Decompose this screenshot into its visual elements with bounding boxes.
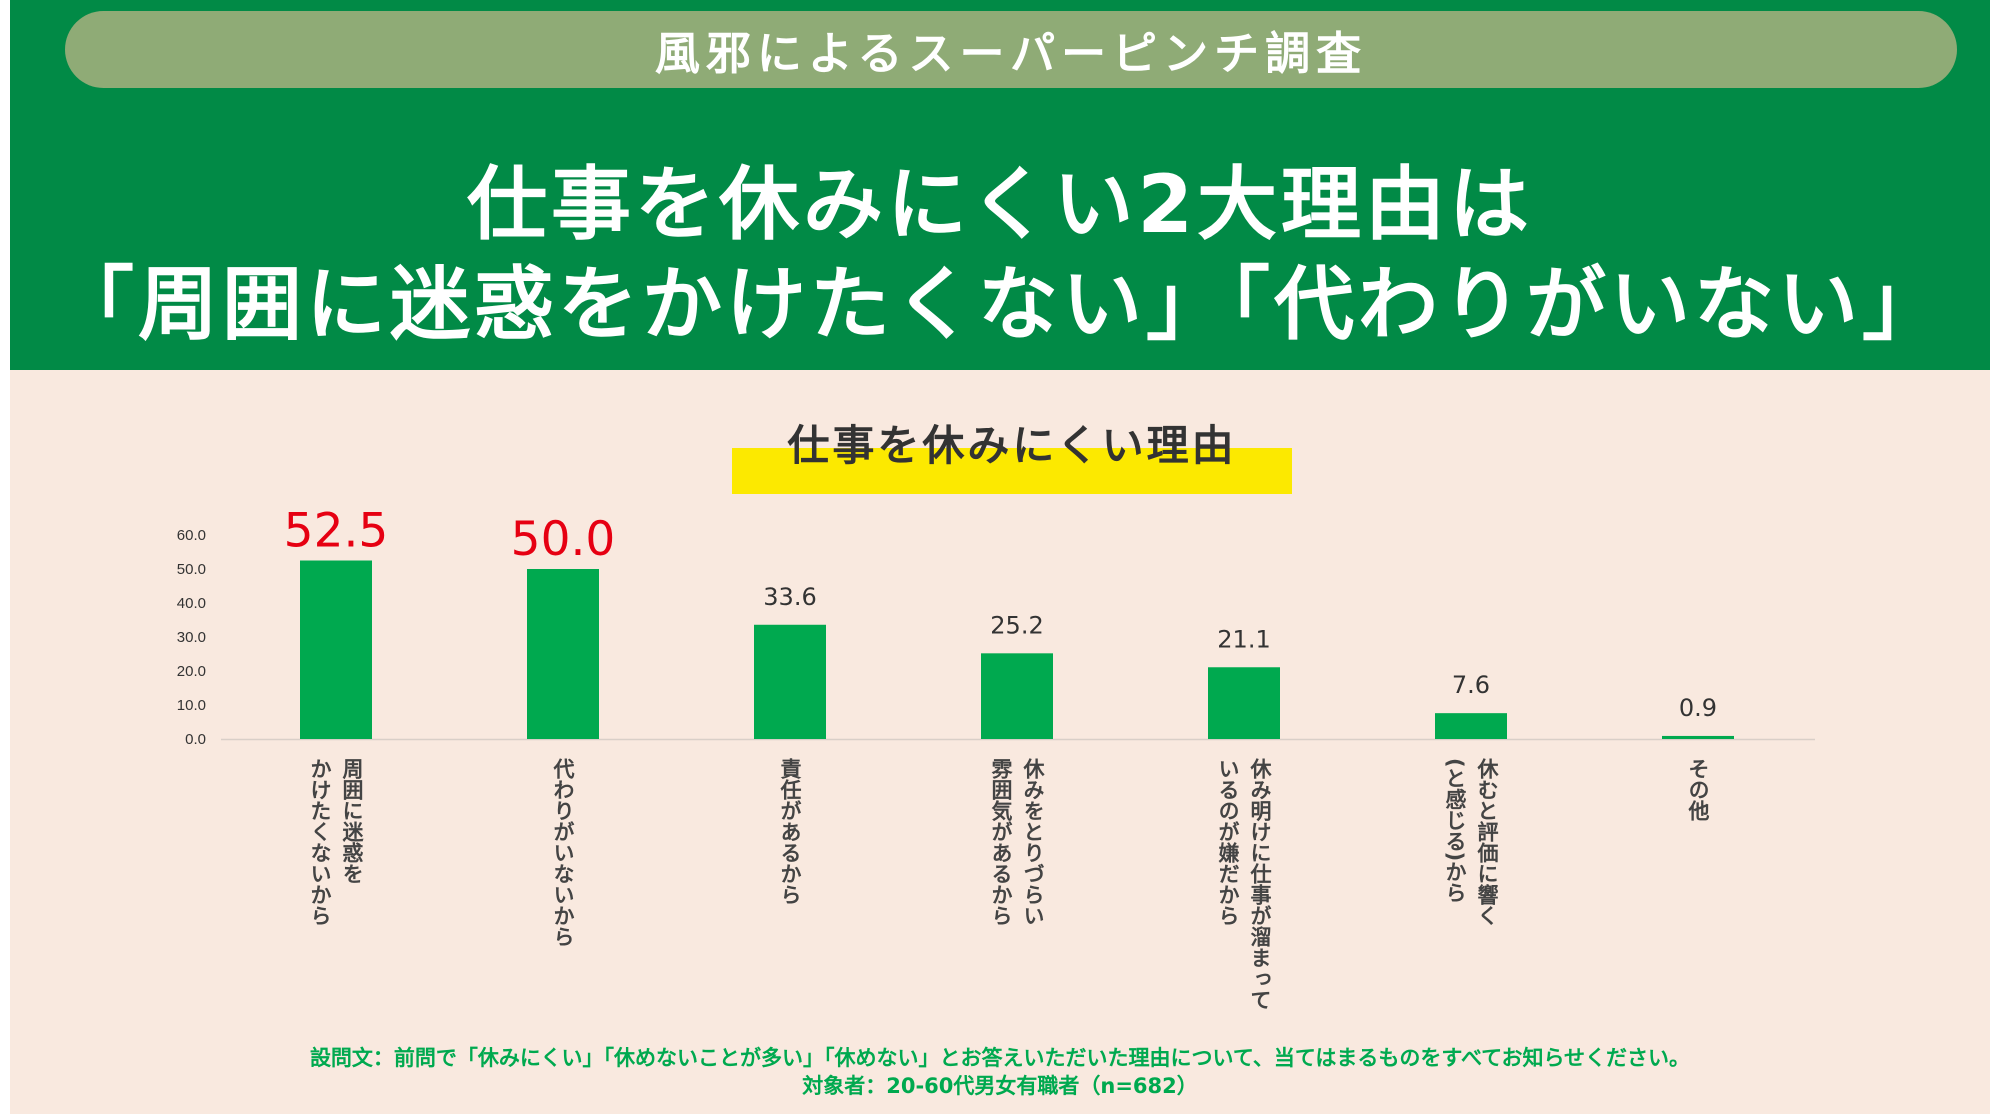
respondent-footnote: 対象者：20-60代男女有職者（n=682） [802,1074,1198,1098]
infographic: 風邪によるスーパーピンチ調査 仕事を休みにくい2大理由は 「周囲に迷惑をかけたく… [10,0,1990,1114]
bar [981,653,1053,739]
bar [300,560,372,739]
y-tick-label: 20.0 [177,663,206,680]
chart-title-block: 仕事を休みにくい理由 [722,412,1292,494]
category-label: 周囲に迷惑を [340,758,365,884]
survey-label: 風邪によるスーパーピンチ調査 [65,11,1957,88]
category-label: 休み明けに仕事が溜まって [1248,758,1273,1010]
data-label: 21.1 [1217,625,1270,653]
category-label: 責任があるから [778,758,803,905]
data-label: 50.0 [511,512,616,567]
y-tick-label: 0.0 [185,731,206,748]
y-tick-label: 30.0 [177,629,206,646]
y-tick-label: 40.0 [177,595,206,612]
data-label: 7.6 [1452,671,1490,699]
bar [1435,713,1507,739]
chart-title: 仕事を休みにくい理由 [787,421,1237,470]
y-tick-label: 50.0 [177,561,206,578]
y-tick-label: 60.0 [177,527,206,544]
category-label: (と感じる)から [1443,758,1467,904]
category-label: いるのが嫌だから [1216,758,1240,926]
category-label: 代わりがいないから [551,758,576,947]
category-label: かけたくないから [308,758,332,926]
data-label: 52.5 [284,504,389,559]
bar [754,624,826,739]
bar [1208,667,1280,739]
headline-line-2: 「周囲に迷惑をかけたくない」「代わりがいない」 [54,258,1946,351]
category-label: 雰囲気があるから [989,758,1013,926]
question-footnote: 設問文：前問で「休みにくい」「休めないことが多い」「休めない」とお答えいただいた… [309,1046,1691,1070]
data-label: 25.2 [990,611,1043,639]
bar [527,569,599,739]
headline-line-1: 仕事を休みにくい2大理由は [466,158,1534,251]
data-label: 0.9 [1679,694,1717,722]
bar [1662,735,1734,739]
category-label: 休むと評価に響く [1475,758,1500,926]
data-label: 33.6 [763,583,816,611]
category-label: 休みをとりづらい [1021,758,1046,926]
title-highlight [732,448,1292,494]
bar-chart: 0.0 10.0 20.0 30.0 40.0 50.0 60.0 52.5 周囲に迷惑をかけた… [177,504,1815,1010]
category-label: その他 [1686,758,1711,822]
y-tick-label: 10.0 [177,697,206,714]
header-banner: 風邪によるスーパーピンチ調査 仕事を休みにくい2大理由は 「周囲に迷惑をかけたく… [10,0,1990,370]
